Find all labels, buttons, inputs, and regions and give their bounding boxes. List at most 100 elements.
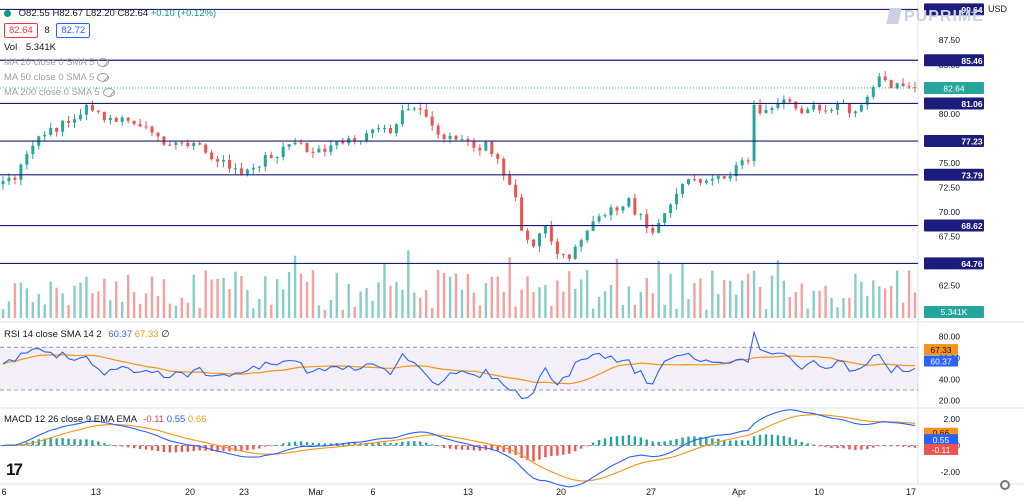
volume-bar (502, 291, 505, 318)
macd-histogram-bar (574, 445, 577, 452)
rsi-axis-tick: 40.00 (939, 374, 961, 384)
volume-label-bg (924, 306, 984, 318)
candle (836, 103, 840, 110)
rsi-legend[interactable]: RSI 14 close SMA 14 2 60.37 67.33 ∅ (4, 329, 169, 340)
time-axis-tick: 10 (814, 487, 824, 497)
candle (609, 207, 613, 216)
volume-bar (222, 278, 225, 318)
close-value: C82.64 (117, 8, 149, 19)
macd-histogram-bar (383, 442, 386, 446)
macd-line-value: 0.55 (166, 414, 186, 425)
volume-bar (675, 308, 678, 318)
candle (13, 177, 17, 180)
volume-bar (591, 308, 595, 318)
candle (579, 240, 583, 247)
macd-histogram-bar (413, 441, 416, 446)
level-price-label: 85.46 (961, 56, 983, 66)
macd-axis-label: 0.55 (933, 435, 950, 445)
price-axis-tick: 75.00 (939, 158, 961, 168)
candle (847, 103, 851, 114)
volume-bar (758, 286, 762, 318)
sell-button[interactable]: 82.64 (4, 23, 38, 38)
volume-bar (597, 296, 601, 318)
volume-bar (401, 289, 404, 318)
volume-bar (752, 270, 756, 318)
candle (448, 135, 452, 139)
candle (800, 108, 804, 114)
macd-histogram-bar (770, 434, 774, 446)
settings-gear-icon[interactable] (1000, 480, 1010, 490)
change-value: +0.10 (+0.12%) (150, 8, 217, 19)
macd-histogram-bar (442, 445, 446, 448)
candle (806, 109, 810, 114)
volume-bar (317, 305, 321, 318)
ma50-legend[interactable]: MA 50 close 0 SMA 5 (4, 72, 110, 83)
volume-bar (609, 284, 613, 318)
candle (424, 109, 428, 117)
price-axis-tick: 87.50 (939, 35, 961, 45)
volume-bar (895, 270, 899, 318)
volume-bar (335, 272, 339, 318)
candle (245, 169, 249, 174)
candle (192, 143, 196, 147)
eye-hidden-icon[interactable] (97, 72, 110, 82)
macd-histogram-bar (299, 441, 303, 446)
volume-bar (305, 281, 309, 318)
volume-bar (240, 275, 243, 318)
candle (645, 214, 649, 229)
macd-histogram-bar (562, 445, 565, 455)
macd-histogram-bar (317, 442, 321, 446)
volume-bar (311, 270, 315, 318)
buy-button[interactable]: 82.72 (56, 23, 91, 38)
ma20-legend[interactable]: MA 20 close 0 SMA 5 (4, 57, 110, 68)
price-axis-tick: 80.00 (939, 109, 961, 119)
macd-histogram-bar (693, 436, 696, 446)
candle (865, 96, 869, 105)
volume-bar (126, 274, 130, 318)
ma200-legend[interactable]: MA 200 close 0 SMA 5 (4, 87, 115, 98)
rsi-ma-label-bg (924, 344, 958, 356)
macd-histogram-bar (144, 445, 148, 450)
candle (442, 134, 446, 139)
candle (228, 159, 232, 169)
candle (794, 101, 798, 109)
volume-bar (889, 285, 893, 318)
candle (186, 142, 190, 147)
symbol-icon[interactable] (4, 9, 11, 17)
eye-hidden-icon[interactable] (97, 57, 110, 67)
volume-bar (472, 292, 476, 318)
volume-bar (389, 285, 392, 318)
candle (818, 104, 822, 111)
volume-axis-label: 5.341K (941, 307, 968, 317)
macd-histogram-bar (234, 445, 237, 451)
volume-bar (174, 305, 178, 318)
volume-bar (55, 287, 58, 318)
candle (716, 176, 720, 179)
volume-bar (413, 292, 416, 318)
macd-histogram-bar (699, 436, 702, 446)
currency-label[interactable]: USD (988, 4, 1008, 14)
macd-histogram-bar (657, 441, 660, 446)
macd-axis-tick: -2.00 (941, 467, 961, 477)
macd-histogram-bar (669, 440, 672, 446)
macd-histogram-bar (633, 436, 637, 446)
volume-bar (442, 272, 446, 318)
candle (889, 80, 893, 89)
macd-histogram-bar (287, 442, 291, 446)
candle (239, 168, 243, 174)
volume-bar (514, 306, 517, 318)
tradingview-logo[interactable]: 17 (6, 460, 23, 479)
eye-hidden-icon[interactable] (102, 87, 115, 97)
macd-legend[interactable]: MACD 12 26 close 9 EMA EMA -0.11 0.55 0.… (4, 414, 206, 425)
macd-histogram-bar (854, 445, 857, 450)
candle (251, 167, 255, 170)
level-price-label: 90.64 (961, 5, 983, 15)
macd-histogram-bar (860, 445, 863, 450)
macd-histogram-bar (407, 441, 410, 446)
macd-histogram-bar (579, 445, 583, 449)
level-price-label-bg (924, 219, 984, 232)
volume-bar (544, 285, 547, 318)
candle (639, 214, 643, 216)
candle (90, 104, 94, 111)
